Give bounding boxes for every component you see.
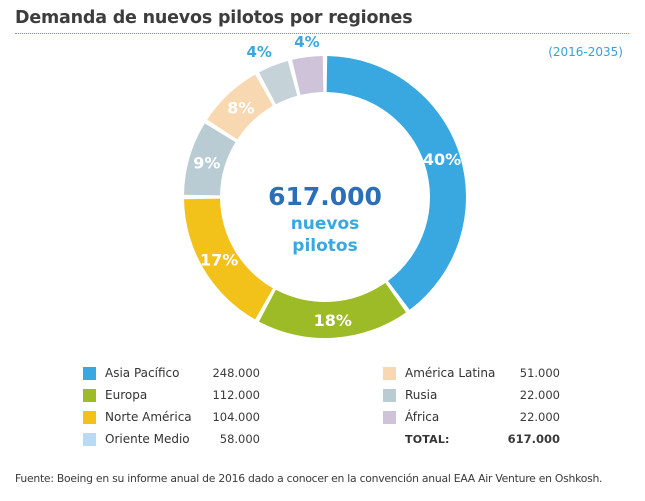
legend-item-europa: Europa	[83, 386, 147, 404]
slice-percent-label: 4%	[294, 33, 319, 51]
donut-slice-5	[259, 60, 298, 105]
legend-value: 51.000	[519, 366, 560, 380]
slice-percent-label: 17%	[200, 251, 238, 270]
donut-slice-6	[292, 56, 324, 95]
legend-label: Rusia	[405, 388, 438, 402]
legend-total-value: 617.000	[507, 432, 560, 446]
legend-label: Asia Pacífico	[105, 366, 180, 380]
legend-swatch	[83, 432, 96, 446]
chart-period: (2016-2035)	[548, 45, 623, 59]
legend-item-africa: África	[383, 408, 439, 426]
slice-percent-label: 9%	[193, 154, 220, 173]
legend-label: Norte América	[105, 410, 192, 424]
legend-value: 22.000	[519, 410, 560, 424]
legend-value: 58.000	[219, 432, 260, 446]
source-note: Fuente: Boeing en su informe anual de 20…	[15, 472, 603, 485]
legend-swatch	[83, 388, 96, 402]
legend-item-rusia: Rusia	[383, 386, 437, 404]
legend-value: 248.000	[212, 366, 260, 380]
slice-percent-label: 40%	[423, 150, 461, 169]
legend-value: 112.000	[212, 388, 260, 402]
donut-slice-4	[207, 74, 273, 140]
legend-item-asia-pacifico: Asia Pacífico	[83, 364, 179, 382]
center-caption-line1: nuevos	[291, 214, 360, 234]
legend-label: Europa	[105, 388, 148, 402]
legend-value: 22.000	[519, 388, 560, 402]
donut-slice-0	[326, 56, 466, 310]
legend-swatch	[83, 410, 96, 424]
slice-percent-label: 4%	[246, 43, 271, 61]
legend-item-america-latina: América Latina	[383, 364, 495, 382]
donut-slice-1	[259, 282, 407, 338]
legend-swatch	[383, 366, 396, 380]
legend-item-norte-america: Norte América	[83, 408, 192, 426]
slice-percent-label: 18%	[314, 311, 352, 330]
center-total-value: 617.000	[268, 182, 382, 211]
legend-label: Oriente Medio	[105, 432, 190, 446]
legend-swatch	[83, 366, 96, 380]
legend-value: 104.000	[212, 410, 260, 424]
legend-label: África	[405, 410, 440, 424]
donut-slice-2	[184, 198, 273, 320]
legend-swatch	[383, 388, 396, 402]
donut-slice-3	[184, 123, 236, 196]
center-caption-line2: pilotos	[292, 236, 357, 256]
legend-swatch	[383, 410, 396, 424]
legend-total-label: TOTAL:	[405, 432, 450, 446]
chart-title: Demanda de nuevos pilotos por regiones	[15, 8, 413, 28]
legend-label: América Latina	[405, 366, 496, 380]
slice-percent-label: 8%	[227, 98, 254, 117]
title-divider	[15, 33, 629, 34]
legend-item-oriente-medio: Oriente Medio	[83, 430, 190, 448]
